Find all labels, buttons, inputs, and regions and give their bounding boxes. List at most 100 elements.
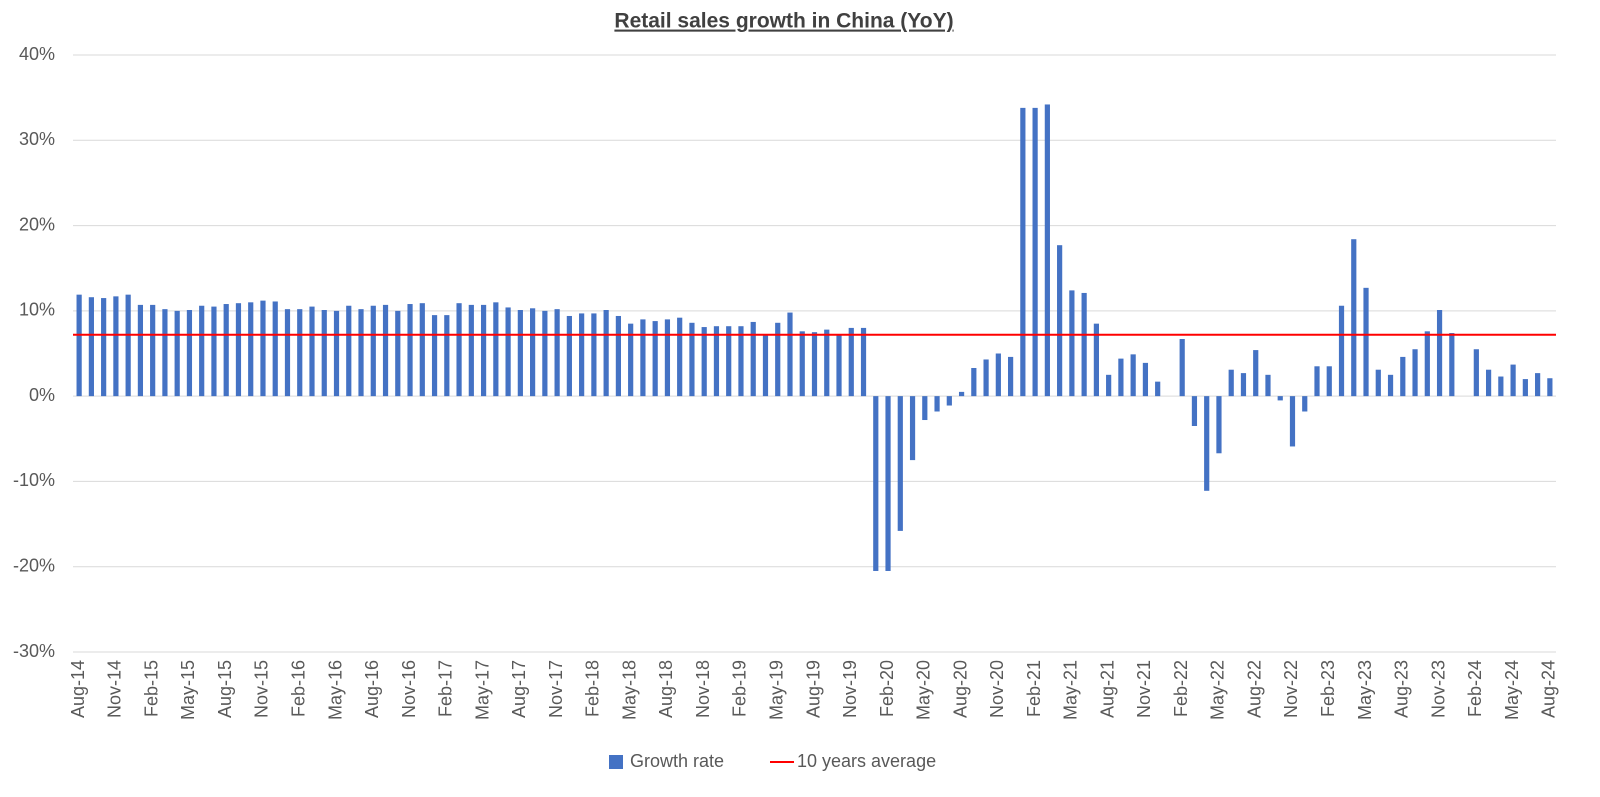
x-tick-label: Nov-14 — [105, 660, 125, 718]
bar — [1216, 396, 1222, 454]
bar — [272, 301, 278, 397]
bar — [1363, 287, 1369, 397]
x-tick-label: Nov-21 — [1134, 660, 1154, 718]
legend-label: Growth rate — [630, 751, 724, 771]
bar — [1130, 354, 1136, 397]
bar — [1020, 107, 1026, 397]
bar — [1191, 396, 1198, 426]
x-tick-label: Nov-17 — [546, 660, 566, 718]
y-tick-label: 0% — [29, 385, 55, 405]
bar — [1351, 239, 1357, 397]
y-tick-label: 10% — [19, 300, 55, 320]
x-tick-label: Aug-16 — [362, 660, 382, 718]
x-tick-label: Feb-23 — [1318, 660, 1338, 717]
bar — [1007, 356, 1014, 397]
bar — [1032, 107, 1038, 397]
bar — [1289, 396, 1296, 447]
bar — [223, 304, 229, 397]
bar — [775, 322, 781, 397]
bar — [922, 396, 928, 421]
bar — [897, 396, 903, 531]
bar — [493, 302, 499, 397]
legend-swatch — [609, 755, 623, 769]
bar — [946, 396, 952, 406]
bar — [113, 296, 119, 397]
bar — [407, 304, 413, 397]
bar — [1326, 366, 1332, 397]
x-tick-label: Feb-20 — [877, 660, 897, 717]
bar — [260, 300, 266, 397]
bar — [958, 391, 965, 397]
y-tick-label: 30% — [19, 129, 55, 149]
x-tick-label: Feb-21 — [1024, 660, 1044, 717]
bar — [235, 303, 242, 397]
bar — [88, 297, 94, 397]
bar — [566, 315, 572, 397]
x-tick-label: May-18 — [619, 660, 639, 720]
x-tick-label: Aug-23 — [1392, 660, 1412, 718]
bar — [248, 302, 254, 397]
bar — [76, 294, 82, 397]
bar — [873, 396, 879, 571]
x-tick-label: Aug-14 — [68, 660, 88, 718]
bar — [150, 304, 156, 397]
x-tick-label: Aug-21 — [1097, 660, 1117, 718]
bar — [456, 303, 462, 397]
bar — [309, 306, 315, 397]
bar — [419, 303, 425, 397]
bar — [1204, 396, 1210, 491]
bar — [1057, 245, 1063, 397]
x-tick-label: May-15 — [178, 660, 198, 720]
bar — [199, 305, 205, 397]
bar — [444, 315, 450, 397]
bar — [1314, 366, 1320, 397]
bar — [333, 310, 340, 397]
bar — [1400, 356, 1406, 397]
bar — [860, 327, 867, 397]
bar — [1449, 333, 1455, 397]
bar — [370, 305, 376, 397]
bar — [1302, 396, 1308, 412]
x-tick-label: Aug-18 — [656, 660, 676, 718]
bar — [101, 298, 107, 397]
x-tick-label: May-22 — [1208, 660, 1228, 720]
bar — [652, 321, 658, 397]
bar — [1179, 339, 1185, 397]
bar — [1473, 349, 1479, 397]
x-tick-label: Aug-17 — [509, 660, 529, 718]
bar — [468, 304, 474, 397]
bar — [395, 310, 401, 397]
x-tick-label: May-21 — [1061, 660, 1081, 720]
bar — [799, 331, 805, 397]
bar — [137, 304, 144, 397]
bar — [726, 326, 732, 397]
bar — [505, 307, 511, 397]
x-tick-label: May-19 — [766, 660, 786, 720]
bar — [517, 310, 523, 397]
bar — [1424, 331, 1430, 397]
x-tick-label: Aug-19 — [803, 660, 823, 718]
x-tick-label: Aug-20 — [950, 660, 970, 718]
bar — [1253, 350, 1259, 397]
bar — [1498, 376, 1504, 397]
x-tick-label: Nov-19 — [840, 660, 860, 718]
bar — [701, 327, 707, 397]
x-tick-label: Nov-15 — [252, 660, 272, 718]
bar — [713, 326, 720, 397]
x-tick-label: Nov-23 — [1428, 660, 1448, 718]
x-tick-label: Feb-16 — [288, 660, 308, 717]
bar — [297, 309, 303, 397]
bar — [664, 319, 671, 397]
bar — [615, 315, 622, 397]
bar — [1277, 396, 1283, 401]
bar — [1155, 381, 1161, 397]
x-tick-label: Feb-19 — [730, 660, 750, 717]
bar — [885, 396, 891, 571]
bar — [382, 304, 389, 397]
bar — [762, 334, 769, 397]
bar — [284, 309, 291, 397]
bar — [1240, 373, 1247, 397]
x-tick-label: Nov-16 — [399, 660, 419, 718]
bar — [1338, 305, 1345, 397]
